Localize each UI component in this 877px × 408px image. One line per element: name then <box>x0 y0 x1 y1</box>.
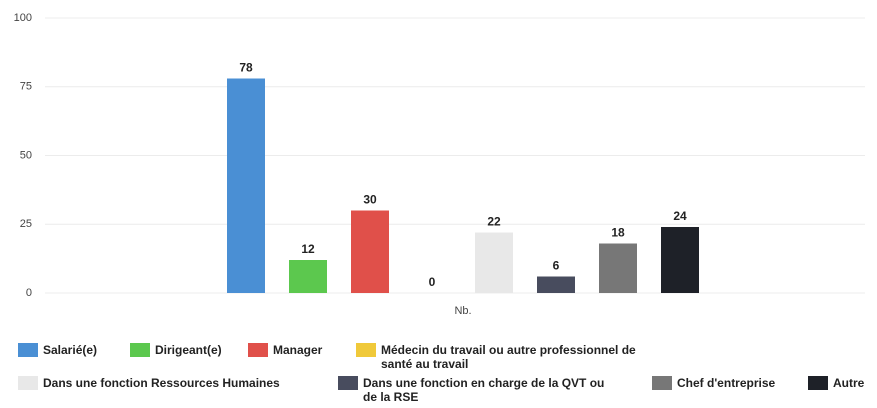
bar <box>661 227 699 293</box>
y-tick-label: 50 <box>20 149 32 161</box>
legend-swatch <box>248 343 268 357</box>
legend-item: Dans une fonction Ressources Humaines <box>18 376 280 390</box>
legend-label: Médecin du travail ou autre professionne… <box>381 343 636 371</box>
legend-label: Salarié(e) <box>43 343 98 357</box>
value-label: 6 <box>553 259 560 273</box>
value-label: 24 <box>673 209 687 223</box>
legend-swatch <box>18 376 38 390</box>
legend-item: Médecin du travail ou autre professionne… <box>356 343 649 371</box>
bar <box>289 260 327 293</box>
legend-swatch <box>338 376 358 390</box>
legend-item: Manager <box>248 343 322 357</box>
legend-item: Dans une fonction en charge de la QVT ou… <box>338 376 618 404</box>
legend-item: Dirigeant(e) <box>130 343 222 357</box>
value-label: 12 <box>301 242 315 256</box>
bar <box>227 78 265 293</box>
bar <box>351 210 389 293</box>
legend-item: Salarié(e) <box>18 343 97 357</box>
bar <box>537 276 575 293</box>
value-label: 18 <box>611 226 625 240</box>
bar <box>475 232 513 293</box>
value-label: 30 <box>363 193 377 207</box>
legend-swatch <box>652 376 672 390</box>
y-tick-label: 75 <box>20 81 32 93</box>
y-tick-label: 25 <box>20 218 32 230</box>
x-tick-label: Nb. <box>454 305 471 317</box>
legend-swatch <box>18 343 38 357</box>
legend-item: Chef d'entreprise <box>652 376 775 390</box>
legend-label: Chef d'entreprise <box>677 376 776 390</box>
value-label: 78 <box>239 61 253 75</box>
legend-label: Dans une fonction Ressources Humaines <box>43 376 280 390</box>
legend-label: Autre <box>833 376 865 390</box>
legend-swatch <box>130 343 150 357</box>
y-tick-label: 0 <box>26 287 32 299</box>
legend-label: Dirigeant(e) <box>155 343 222 357</box>
y-tick-label: 100 <box>14 12 32 24</box>
bar <box>599 243 637 293</box>
legend-swatch <box>808 376 828 390</box>
legend-label: Manager <box>273 343 323 357</box>
legend-label: Dans une fonction en charge de la QVT ou… <box>363 376 605 404</box>
value-label: 0 <box>429 275 436 289</box>
legend-swatch <box>356 343 376 357</box>
value-label: 22 <box>487 215 501 229</box>
legend-item: Autre <box>808 376 864 390</box>
